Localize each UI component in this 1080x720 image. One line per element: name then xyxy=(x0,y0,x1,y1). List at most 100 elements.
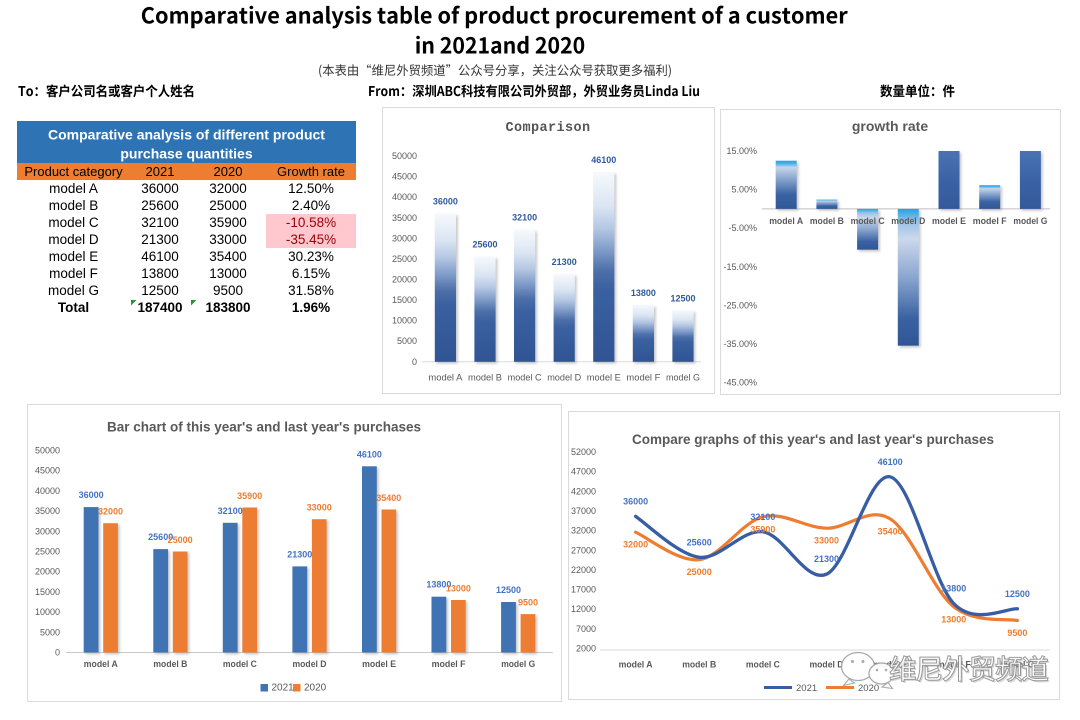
svg-text:model C: model C xyxy=(746,660,780,671)
svg-text:2000: 2000 xyxy=(576,644,596,654)
svg-text:2.40%: 2.40% xyxy=(292,198,330,213)
svg-text:46100: 46100 xyxy=(591,155,616,165)
svg-text:13800: 13800 xyxy=(941,584,966,594)
svg-text:25000: 25000 xyxy=(687,567,712,577)
svg-text:5000: 5000 xyxy=(40,627,60,637)
svg-text:183800: 183800 xyxy=(205,300,250,315)
svg-text:model B: model B xyxy=(49,198,99,213)
svg-text:47000: 47000 xyxy=(571,467,596,477)
svg-text:30000: 30000 xyxy=(392,233,417,243)
svg-text:1.96%: 1.96% xyxy=(292,300,330,315)
svg-text:50000: 50000 xyxy=(392,151,417,161)
svg-text:Comparative analysis of differ: Comparative analysis of different produc… xyxy=(48,127,325,143)
svg-text:33000: 33000 xyxy=(814,536,839,546)
svg-text:model B: model B xyxy=(810,216,844,227)
svg-text:25000: 25000 xyxy=(209,198,247,213)
svg-text:-25.00%: -25.00% xyxy=(723,300,757,310)
svg-text:32100: 32100 xyxy=(512,213,537,223)
svg-text:12.50%: 12.50% xyxy=(288,181,334,196)
svg-text:35400: 35400 xyxy=(209,249,247,264)
svg-text:25000: 25000 xyxy=(168,535,193,545)
svg-text:36000: 36000 xyxy=(623,496,648,506)
svg-text:42000: 42000 xyxy=(571,486,596,496)
svg-text:17000: 17000 xyxy=(571,585,596,595)
svg-text:35000: 35000 xyxy=(35,506,60,516)
svg-text:25000: 25000 xyxy=(35,547,60,557)
svg-text:2021: 2021 xyxy=(796,683,817,694)
svg-text:45000: 45000 xyxy=(392,172,417,182)
svg-text:12500: 12500 xyxy=(141,283,179,298)
svg-text:-35.45%: -35.45% xyxy=(286,232,336,247)
svg-text:Bar chart of this year's and l: Bar chart of this year's and last year's… xyxy=(107,420,421,435)
svg-text:10000: 10000 xyxy=(392,316,417,326)
svg-text:model F: model F xyxy=(973,216,1007,227)
svg-text:32100: 32100 xyxy=(750,512,775,522)
svg-text:15.00%: 15.00% xyxy=(726,146,757,156)
svg-text:Product category: Product category xyxy=(24,164,123,179)
svg-text:32000: 32000 xyxy=(98,507,123,517)
svg-text:7000: 7000 xyxy=(576,624,596,634)
svg-text:25600: 25600 xyxy=(472,240,497,250)
svg-text:21300: 21300 xyxy=(552,257,577,267)
svg-text:187400: 187400 xyxy=(137,300,182,315)
svg-text:0: 0 xyxy=(412,357,417,367)
svg-text:model G: model G xyxy=(48,283,99,298)
svg-text:model D: model D xyxy=(547,373,581,384)
svg-text:15000: 15000 xyxy=(35,587,60,597)
svg-text:model D: model D xyxy=(891,216,925,227)
svg-text:30000: 30000 xyxy=(35,526,60,536)
svg-text:35400: 35400 xyxy=(878,526,903,536)
svg-text:20000: 20000 xyxy=(35,567,60,577)
svg-text:5.00%: 5.00% xyxy=(731,185,757,195)
svg-text:model B: model B xyxy=(682,660,716,671)
svg-text:13000: 13000 xyxy=(209,266,247,281)
svg-text:model B: model B xyxy=(153,659,187,670)
svg-text:13800: 13800 xyxy=(141,266,179,281)
svg-text:25000: 25000 xyxy=(392,254,417,264)
svg-text:-45.00%: -45.00% xyxy=(723,378,757,388)
svg-text:35900: 35900 xyxy=(209,215,247,230)
svg-text:model C: model C xyxy=(508,373,542,384)
svg-text:32100: 32100 xyxy=(141,215,179,230)
svg-text:growth rate: growth rate xyxy=(852,118,928,134)
svg-text:12500: 12500 xyxy=(496,585,521,595)
svg-text:33000: 33000 xyxy=(307,503,332,513)
svg-text:model E: model E xyxy=(587,373,621,384)
svg-text:25600: 25600 xyxy=(141,198,179,213)
svg-text:model F: model F xyxy=(432,659,466,670)
svg-text:model C: model C xyxy=(851,216,885,227)
svg-text:36000: 36000 xyxy=(141,181,179,196)
svg-text:9500: 9500 xyxy=(518,598,538,608)
svg-text:35000: 35000 xyxy=(392,213,417,223)
svg-text:21300: 21300 xyxy=(814,554,839,564)
svg-text:model E: model E xyxy=(362,659,396,670)
svg-text:22000: 22000 xyxy=(571,565,596,575)
svg-text:model C: model C xyxy=(223,659,257,670)
svg-text:32000: 32000 xyxy=(571,526,596,536)
svg-text:45000: 45000 xyxy=(35,466,60,476)
svg-text:46100: 46100 xyxy=(878,457,903,467)
svg-text:25600: 25600 xyxy=(687,537,712,547)
svg-text:2021: 2021 xyxy=(146,164,175,179)
svg-text:20000: 20000 xyxy=(392,275,417,285)
svg-text:model G: model G xyxy=(501,659,535,670)
svg-text:21300: 21300 xyxy=(141,232,179,247)
svg-text:32100: 32100 xyxy=(218,506,243,516)
svg-text:model A: model A xyxy=(769,216,803,227)
svg-text:35900: 35900 xyxy=(750,524,775,534)
svg-text:model G: model G xyxy=(1013,216,1047,227)
svg-text:13800: 13800 xyxy=(426,580,451,590)
svg-text:35400: 35400 xyxy=(376,493,401,503)
svg-text:36000: 36000 xyxy=(79,490,104,500)
svg-text:10000: 10000 xyxy=(35,607,60,617)
svg-text:12500: 12500 xyxy=(1005,589,1030,599)
svg-text:31.58%: 31.58% xyxy=(288,283,334,298)
svg-text:21300: 21300 xyxy=(287,549,312,559)
svg-text:model A: model A xyxy=(428,373,463,384)
svg-text:40000: 40000 xyxy=(35,486,60,496)
svg-text:-15.00%: -15.00% xyxy=(723,262,757,272)
svg-text:36000: 36000 xyxy=(433,197,458,207)
svg-text:32000: 32000 xyxy=(623,540,648,550)
svg-text:model D: model D xyxy=(810,660,844,671)
svg-text:-5.00%: -5.00% xyxy=(728,223,757,233)
